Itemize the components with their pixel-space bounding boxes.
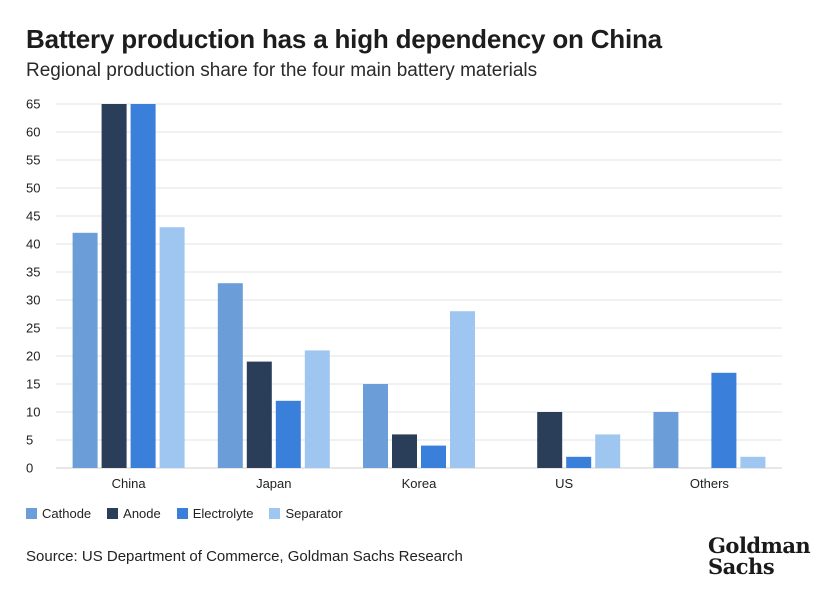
- bar-cathode-korea: [363, 384, 388, 468]
- y-tick-label: 5: [26, 433, 33, 448]
- legend-swatch-anode: [107, 508, 119, 519]
- y-tick-label: 40: [26, 237, 40, 252]
- bar-electrolyte-korea: [421, 445, 446, 468]
- bar-separator-japan: [304, 350, 330, 468]
- legend-label-anode: Anode: [123, 506, 161, 521]
- bar-anode-japan: [246, 361, 272, 468]
- bar-separator-us: [595, 434, 621, 468]
- y-tick-label: 45: [26, 209, 40, 224]
- chart-subtitle: Regional production share for the four m…: [26, 60, 538, 81]
- bar-separator-others: [740, 456, 766, 468]
- legend: Cathode Anode Electrolyte Separator: [26, 506, 343, 521]
- bar-electrolyte-japan: [275, 400, 301, 468]
- bar-anode-china: [101, 104, 127, 468]
- y-tick-label: 10: [26, 405, 40, 420]
- legend-swatch-electrolyte: [176, 508, 188, 519]
- goldman-sachs-logo: Goldman Sachs: [708, 533, 811, 579]
- legend-label-cathode: Cathode: [42, 506, 92, 521]
- bar-cathode-others: [653, 412, 679, 468]
- logo-line-2: Sachs: [708, 554, 775, 579]
- y-tick-label: 50: [26, 181, 40, 196]
- y-tick-label: 20: [26, 349, 40, 364]
- legend-label-electrolyte: Electrolyte: [192, 506, 254, 521]
- x-tick-label: China: [112, 476, 147, 491]
- bar-cathode-china: [72, 232, 98, 468]
- y-tick-label: 0: [26, 461, 33, 476]
- x-tick-label: Japan: [256, 476, 291, 491]
- bar-electrolyte-others: [711, 372, 737, 468]
- x-tick-label: Others: [690, 476, 730, 491]
- y-tick-label: 15: [26, 377, 40, 392]
- y-tick-label: 35: [26, 265, 40, 280]
- bar-electrolyte-china: [130, 104, 156, 468]
- y-tick-label: 30: [26, 293, 40, 308]
- legend-item-electrolyte: Electrolyte: [176, 506, 254, 521]
- bar-anode-korea: [392, 434, 417, 468]
- x-tick-label: Korea: [402, 476, 437, 491]
- bar-chart: 0 5 10 15 20 25 30 35 40 45 50 55 60 65 China Japan Kore…: [26, 97, 782, 491]
- y-tick-label: 55: [26, 153, 40, 168]
- legend-label-separator: Separator: [285, 506, 343, 521]
- legend-item-separator: Separator: [269, 506, 343, 521]
- y-tick-label: 60: [26, 125, 40, 140]
- source-note: Source: US Department of Commerce, Goldm…: [26, 548, 463, 565]
- bar-electrolyte-us: [566, 456, 592, 468]
- y-tick-label: 25: [26, 321, 40, 336]
- legend-item-anode: Anode: [107, 506, 161, 521]
- legend-item-cathode: Cathode: [26, 506, 91, 521]
- legend-swatch-separator: [269, 508, 281, 519]
- logo-line-1: Goldman: [708, 533, 811, 558]
- bar-anode-us: [537, 412, 563, 468]
- legend-swatch-cathode: [26, 508, 37, 519]
- bar-separator-china: [159, 227, 185, 468]
- bar-cathode-japan: [217, 283, 243, 468]
- bar-separator-korea: [450, 311, 475, 468]
- y-tick-label: 65: [26, 97, 40, 112]
- chart-title: Battery production has a high dependency…: [26, 24, 662, 54]
- x-tick-label: US: [555, 476, 573, 491]
